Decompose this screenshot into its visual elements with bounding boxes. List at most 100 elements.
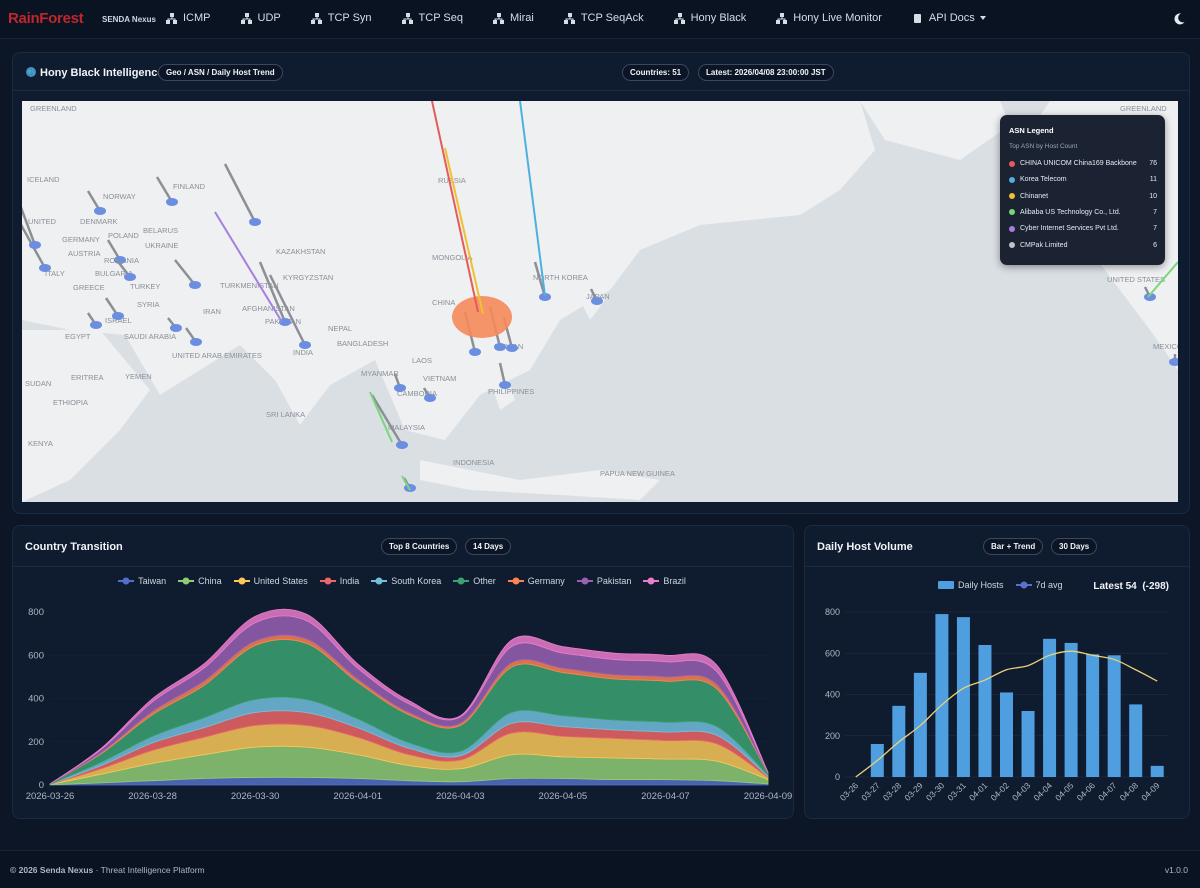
trend-line	[855, 650, 1158, 778]
pin-base[interactable]	[124, 273, 136, 281]
y-tick-label: 400	[825, 690, 840, 700]
icon-shape	[242, 16, 250, 20]
latest-value: Latest 54	[1093, 581, 1137, 592]
legend-dot	[1020, 581, 1028, 589]
hotspot[interactable]	[452, 296, 512, 338]
bar[interactable]	[1043, 638, 1057, 777]
legend-item[interactable]: Cyber Internet Services Pvt Ltd. 7	[1009, 225, 1157, 232]
icon-shape	[783, 19, 788, 24]
nav-item[interactable]: API Docs	[912, 12, 986, 24]
legend-item[interactable]: India	[319, 576, 359, 586]
pin-base[interactable]	[394, 384, 406, 392]
x-tick-label: 03-26	[838, 780, 861, 803]
legend-label: Cyber Internet Services Pvt Ltd.	[1020, 225, 1119, 233]
legend-item[interactable]: United States	[233, 576, 308, 586]
bar[interactable]	[1129, 704, 1143, 777]
pin-base[interactable]	[299, 341, 311, 349]
pin-base[interactable]	[279, 318, 291, 326]
bar[interactable]	[1021, 711, 1035, 777]
x-tick-label: 04-05	[1053, 780, 1076, 803]
legend-item[interactable]: Taiwan	[118, 576, 166, 586]
map-label: GREENLAND	[1120, 104, 1167, 113]
legend-item[interactable]: Brazil	[643, 576, 686, 586]
x-tick-label: 04-07	[1096, 780, 1119, 803]
version: v1.0.0	[1164, 865, 1188, 875]
nav-item[interactable]: UDP	[240, 12, 281, 24]
bar[interactable]	[1064, 642, 1078, 777]
bar[interactable]	[1000, 692, 1013, 777]
area-series[interactable]	[49, 608, 769, 785]
y-tick-label: 600	[825, 648, 840, 658]
bar[interactable]	[935, 614, 949, 777]
map-label: NORTH KOREA	[533, 273, 588, 282]
latest-summary: Latest 54 (-298)	[1093, 581, 1169, 592]
icon-shape	[405, 12, 410, 17]
legend-item[interactable]: Other	[453, 576, 496, 586]
nav-label: TCP SeqAck	[580, 12, 644, 24]
asn-lines	[214, 101, 1178, 491]
nav-item[interactable]: TCP Syn	[310, 12, 372, 24]
nav-item[interactable]: ICMP	[166, 12, 211, 24]
bar[interactable]	[1150, 765, 1164, 777]
map-label: LAOS	[412, 356, 432, 365]
icon-shape	[913, 13, 921, 23]
pin-base[interactable]	[170, 324, 182, 332]
pin-base[interactable]	[189, 281, 201, 289]
nav-item[interactable]: TCP SeqAck	[563, 12, 644, 24]
pin-base[interactable]	[591, 297, 603, 305]
legend-item[interactable]: Germany	[507, 576, 565, 586]
bar[interactable]	[1107, 655, 1121, 777]
legend-label: South Korea	[391, 576, 442, 586]
pin-base[interactable]	[190, 338, 202, 346]
nav-label: TCP Syn	[327, 12, 372, 24]
bar[interactable]	[1086, 654, 1100, 777]
legend: Daily Hosts 7d avg	[932, 580, 1069, 590]
legend-item[interactable]: CMPak Limited 6	[1009, 242, 1157, 249]
copyright: © 2026 Senda Nexus	[10, 865, 94, 875]
legend-item[interactable]: Korea Telecom 11	[1009, 176, 1157, 183]
legend-item[interactable]: Daily Hosts	[938, 580, 1004, 590]
legend-item[interactable]: Alibaba US Technology Co., Ltd. 7	[1009, 209, 1157, 216]
pin-base[interactable]	[494, 343, 506, 351]
nav-item[interactable]: Hony Black	[673, 12, 746, 24]
pin-base[interactable]	[166, 198, 178, 206]
pin-base[interactable]	[94, 207, 106, 215]
pin-base[interactable]	[39, 264, 51, 272]
legend-item[interactable]: CHINA UNICOM China169 Backbone 76	[1009, 160, 1157, 167]
icon-shape	[170, 12, 174, 17]
theme-toggle[interactable]	[1172, 12, 1186, 26]
brand[interactable]: RainForest	[8, 10, 84, 27]
legend-item[interactable]: 7d avg	[1015, 580, 1063, 590]
legend-swatch	[118, 577, 135, 585]
pin-base[interactable]	[29, 241, 41, 249]
pin-base[interactable]	[539, 293, 551, 301]
bar[interactable]	[956, 617, 970, 777]
badge: Bar + Trend	[983, 538, 1044, 555]
pin-base[interactable]	[506, 344, 518, 352]
nav-icon	[492, 12, 504, 24]
pin-base[interactable]	[499, 381, 511, 389]
panel-title: Hony Black Intelligence	[40, 67, 164, 79]
legend-item[interactable]: Pakistan	[576, 576, 631, 586]
pin-base[interactable]	[1169, 358, 1178, 366]
pin-base[interactable]	[1144, 293, 1156, 301]
nav-item[interactable]: Hony Live Monitor	[776, 12, 882, 24]
legend-item[interactable]: South Korea	[371, 576, 441, 586]
legend-dot	[375, 577, 383, 585]
pin-base[interactable]	[424, 394, 436, 402]
legend-item[interactable]: China	[178, 576, 222, 586]
pin-base[interactable]	[112, 312, 124, 320]
nav-item[interactable]: Mirai	[492, 12, 534, 24]
legend-swatch	[178, 577, 195, 585]
y-tick-label: 0	[835, 772, 840, 782]
legend-item[interactable]: Chinanet 10	[1009, 193, 1157, 200]
pin-base[interactable]	[249, 218, 261, 226]
legend-dot	[1009, 176, 1015, 183]
pin-base[interactable]	[469, 348, 481, 356]
x-tick-label: 2026-04-07	[641, 791, 690, 802]
legend-dot	[457, 577, 465, 585]
bar[interactable]	[978, 645, 992, 777]
pin-base[interactable]	[90, 321, 102, 329]
pin-base[interactable]	[396, 441, 408, 449]
nav-item[interactable]: TCP Seq	[401, 12, 463, 24]
